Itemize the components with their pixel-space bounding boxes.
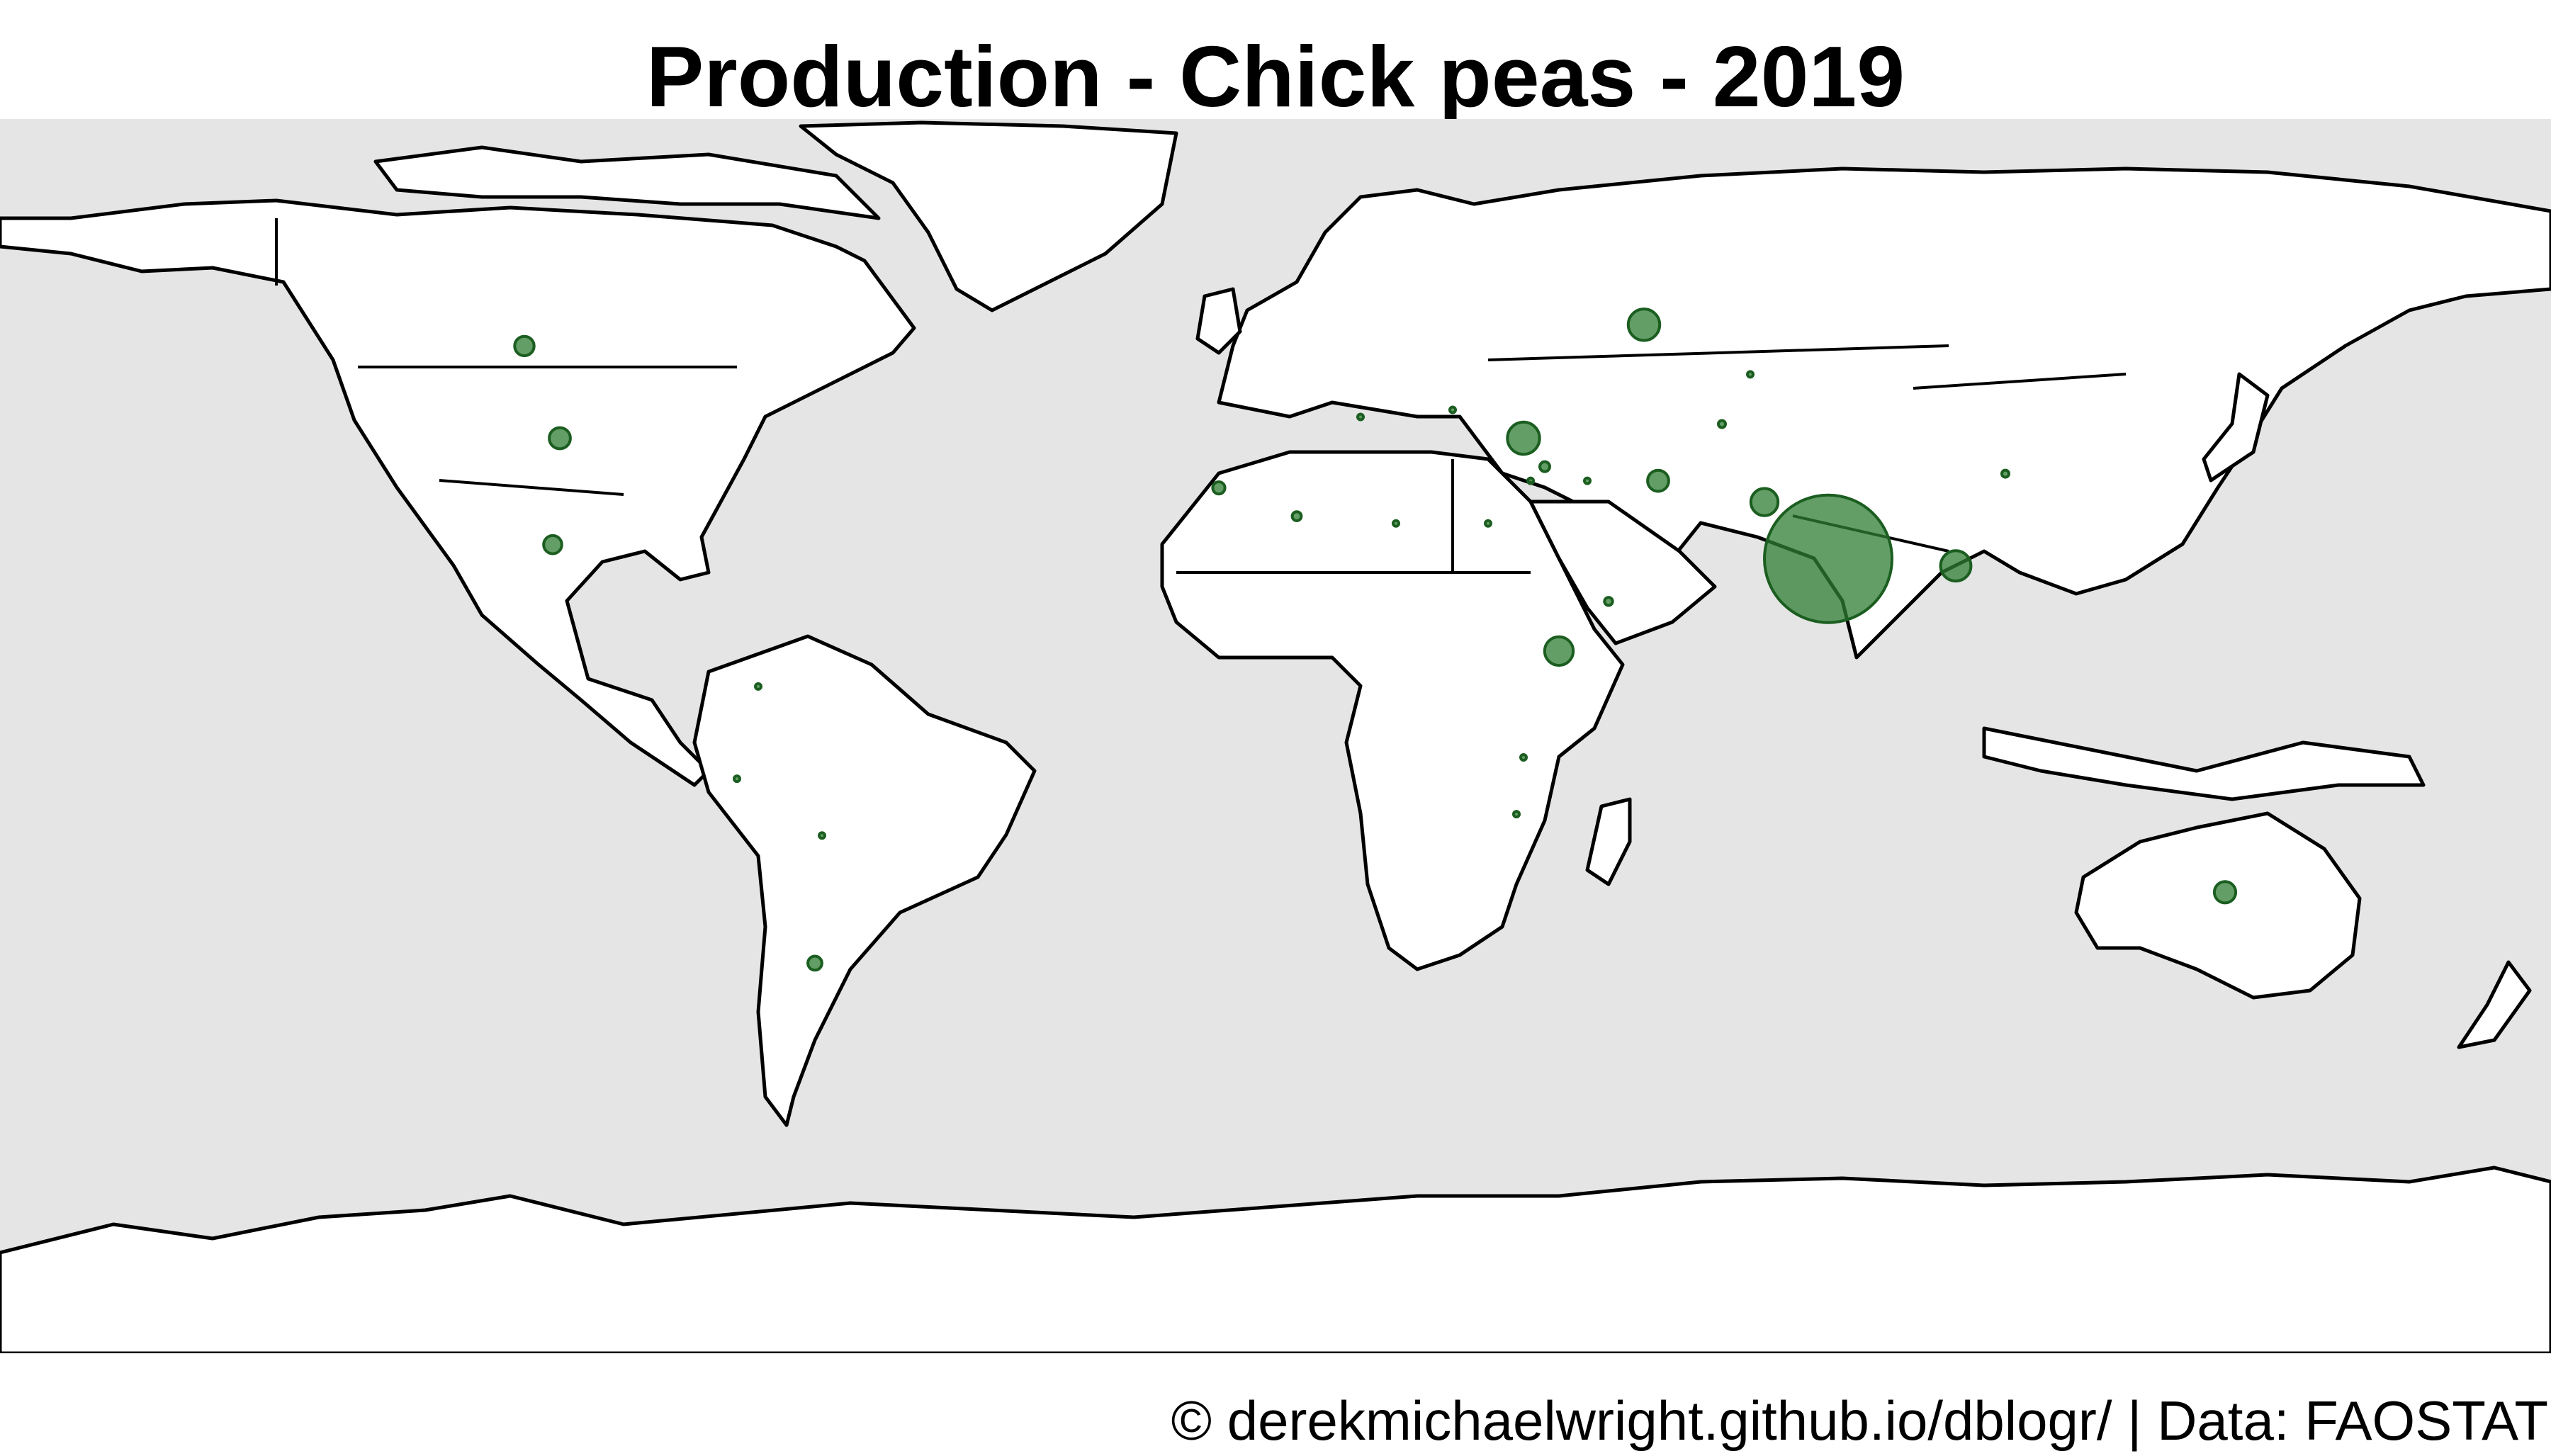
bubble-india	[1763, 493, 1893, 624]
bubble-egypt	[1484, 519, 1492, 528]
greenland	[799, 120, 1178, 312]
bubble-mexico	[542, 534, 563, 555]
bubble-iraq	[1583, 476, 1592, 485]
british-isles	[1195, 287, 1242, 355]
canadian-arctic-islands	[373, 145, 881, 220]
japan	[2202, 372, 2270, 482]
australia-land	[2074, 811, 2362, 1000]
production-bubbles	[513, 307, 2238, 972]
africa-land	[1160, 450, 1625, 971]
south-america-land	[692, 634, 1037, 1127]
bubble-united-states	[548, 426, 572, 451]
source-caption: © derekmichaelwright.github.io/dblogr/ |…	[1171, 1389, 2548, 1452]
bubble-argentina	[806, 954, 823, 972]
bubble-yemen	[1603, 596, 1614, 607]
china-mongolia-border	[1913, 373, 2127, 390]
bubble-uzbekistan	[1717, 419, 1727, 429]
antarctica-land	[0, 1166, 2551, 1353]
bubble-libya	[1392, 519, 1400, 528]
bubble-colombia	[754, 682, 762, 691]
bubble-peru	[733, 774, 741, 784]
bubble-canada	[513, 334, 536, 358]
bubble-bolivia	[818, 831, 826, 840]
world-map	[0, 119, 2551, 1353]
bubble-syria	[1538, 460, 1551, 473]
north-america-land	[0, 198, 916, 787]
bubble-lebanon	[1526, 476, 1535, 485]
madagascar	[1585, 797, 1632, 886]
bubble-morocco	[1211, 480, 1227, 496]
bubble-malawi	[1512, 810, 1521, 819]
new-zealand	[2457, 960, 2532, 1049]
bubble-pakistan	[1749, 487, 1780, 517]
bubble-australia	[2212, 880, 2238, 905]
bubble-kazakhstan	[1746, 370, 1755, 379]
bubble-tanzania	[1519, 753, 1528, 762]
bubble-italy	[1356, 412, 1365, 422]
landmasses	[0, 120, 2551, 1353]
bubble-china	[2000, 468, 2010, 479]
russia-kazakhstan-border	[1487, 344, 1949, 361]
bubble-bulgaria	[1448, 405, 1457, 414]
bubble-ethiopia	[1543, 635, 1575, 667]
bubble-turkey	[1506, 420, 1541, 456]
bubble-myanmar	[1939, 549, 1973, 583]
bubble-algeria	[1290, 510, 1303, 522]
bubble-russia	[1626, 307, 1662, 342]
arabian-peninsula	[1528, 500, 1717, 645]
map-title: Production - Chick peas - 2019	[646, 28, 1905, 125]
bubble-iran	[1646, 468, 1670, 493]
us-mexico-border	[439, 479, 624, 496]
southeast-asia-islands	[1982, 726, 2426, 801]
